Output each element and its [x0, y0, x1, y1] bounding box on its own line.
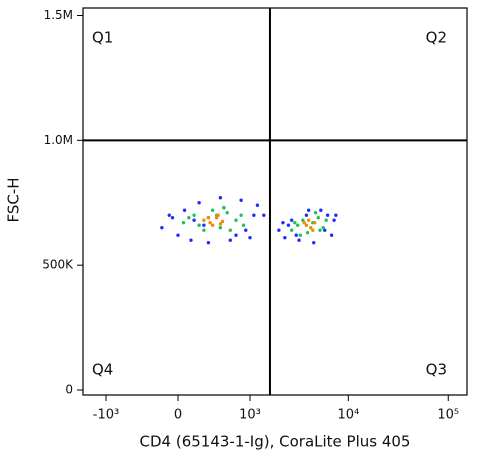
event-dot — [239, 213, 243, 217]
event-dot — [218, 226, 223, 230]
event-dot — [170, 216, 175, 220]
event-dot — [189, 238, 193, 242]
event-dot — [241, 223, 246, 227]
quadrant-label: Q3 — [426, 361, 447, 379]
event-dot — [216, 213, 220, 217]
event-dot — [234, 218, 238, 222]
event-dot — [318, 228, 322, 232]
event-dot — [262, 213, 266, 217]
event-dot — [290, 218, 294, 222]
event-dot — [218, 222, 223, 226]
event-dot — [176, 233, 180, 237]
event-dot — [197, 201, 201, 205]
event-dot — [325, 213, 330, 217]
event-dot — [187, 216, 191, 220]
event-dot — [192, 213, 196, 217]
x-tick-label: 10⁴ — [337, 408, 359, 423]
event-dot — [277, 228, 281, 232]
event-dot — [304, 213, 309, 217]
plot-frame — [82, 7, 468, 396]
event-dot — [225, 211, 229, 215]
y-tick-label: 500K — [42, 258, 74, 272]
event-dot — [324, 218, 328, 222]
quadrant-label: Q2 — [426, 29, 447, 47]
event-dot — [252, 213, 256, 217]
event-dot — [167, 213, 171, 217]
event-dot — [334, 213, 338, 217]
event-dot — [202, 228, 206, 232]
y-tick-label: 0 — [65, 383, 73, 397]
event-dot — [316, 216, 321, 220]
event-dot — [295, 223, 300, 227]
event-dot — [312, 240, 316, 245]
event-dot — [329, 233, 334, 237]
x-tick-label: 0 — [174, 408, 182, 423]
x-tick-label: -10³ — [93, 408, 119, 423]
event-dot — [332, 218, 336, 222]
event-dot — [228, 238, 232, 242]
event-dot — [234, 233, 238, 237]
event-dot — [294, 233, 298, 237]
event-dot — [302, 221, 306, 225]
y-tick-label: 1.5M — [44, 8, 73, 22]
event-dot — [218, 196, 223, 200]
event-dot — [222, 206, 226, 210]
x-axis-title: CD4 (65143-1-Ig), CoraLite Plus 405 — [140, 433, 411, 451]
event-dot — [181, 221, 186, 225]
event-dot — [305, 231, 310, 235]
x-tick-label: 10³ — [239, 408, 261, 423]
event-dot — [210, 223, 215, 227]
event-dot — [206, 240, 211, 245]
event-dot — [197, 223, 201, 227]
event-dot — [293, 221, 297, 225]
event-dot — [306, 208, 311, 212]
event-dot — [321, 226, 325, 230]
quadrant-label: Q4 — [92, 361, 113, 379]
event-dot — [202, 223, 206, 227]
event-dot — [286, 223, 291, 227]
event-dot — [306, 218, 311, 222]
event-dot — [283, 236, 287, 240]
y-tick-label: 1.0M — [44, 133, 73, 147]
event-dot — [309, 226, 313, 230]
event-dot — [312, 221, 317, 225]
event-dot — [182, 208, 187, 212]
event-dot — [298, 233, 303, 237]
event-dot — [239, 198, 243, 202]
event-dot — [248, 236, 252, 240]
event-dot — [206, 216, 211, 220]
event-dot — [228, 228, 232, 232]
event-dot — [313, 211, 318, 215]
event-dot — [297, 238, 301, 242]
event-dot — [304, 223, 309, 227]
event-dot — [311, 228, 315, 232]
event-dot — [214, 216, 219, 220]
y-axis-title: FSC-H — [5, 177, 23, 222]
event-dot — [208, 221, 212, 225]
event-dot — [244, 228, 248, 232]
event-dot — [323, 228, 327, 232]
event-dot — [290, 228, 294, 232]
event-dot — [255, 203, 260, 207]
quadrant-label: Q1 — [92, 29, 113, 47]
event-dot — [210, 208, 215, 212]
event-dot — [220, 219, 225, 224]
event-dot — [319, 208, 323, 212]
event-dot — [160, 226, 164, 230]
event-dot — [192, 218, 196, 222]
x-tick-label: 10⁵ — [437, 408, 459, 423]
event-dot — [202, 218, 206, 222]
event-dot — [281, 221, 285, 225]
